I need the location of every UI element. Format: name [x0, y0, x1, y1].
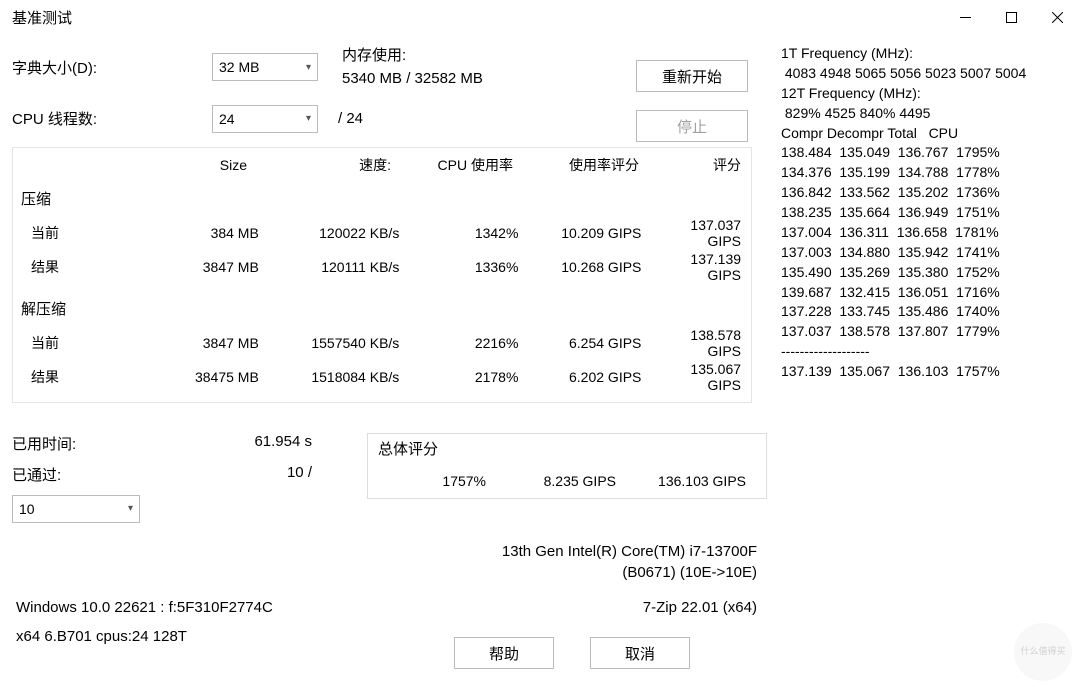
stats-row: 137.037 138.578 137.807 1779% — [781, 322, 1068, 342]
restart-button[interactable]: 重新开始 — [636, 60, 748, 92]
cpu-detail: (B0671) (10E->10E) — [12, 562, 757, 583]
minimize-button[interactable] — [942, 0, 988, 34]
threads-select[interactable]: 24 ▾ — [212, 105, 318, 133]
help-button[interactable]: 帮助 — [454, 637, 554, 669]
cancel-button[interactable]: 取消 — [590, 637, 690, 669]
table-row: 当前 384 MB 120022 KB/s 1342% 10.209 GIPS … — [13, 216, 751, 250]
stats-row: 135.490 135.269 135.380 1752% — [781, 263, 1068, 283]
threads-value: 24 — [219, 111, 235, 127]
passes-select-value: 10 — [19, 501, 35, 517]
close-button[interactable] — [1034, 0, 1080, 34]
dict-size-value: 32 MB — [219, 59, 259, 75]
stats-row: 138.484 135.049 136.767 1795% — [781, 143, 1068, 163]
stats-panel: 1T Frequency (MHz): 4083 4948 5065 5056 … — [767, 44, 1068, 645]
chevron-down-icon: ▾ — [128, 503, 133, 514]
cpu-name: 13th Gen Intel(R) Core(TM) i7-13700F — [12, 541, 757, 562]
passes-select[interactable]: 10 ▾ — [12, 495, 140, 523]
chevron-down-icon: ▾ — [306, 113, 311, 124]
stats-row: 136.842 133.562 135.202 1736% — [781, 183, 1068, 203]
maximize-button[interactable] — [988, 0, 1034, 34]
memory-usage-label: 内存使用: — [342, 44, 483, 67]
overall-label: 总体评分 — [368, 434, 766, 464]
stats-row: 137.004 136.311 136.658 1781% — [781, 223, 1068, 243]
table-row: 结果 3847 MB 120111 KB/s 1336% 10.268 GIPS… — [13, 250, 751, 284]
app-info: 7-Zip 22.01 (x64) — [643, 599, 757, 616]
table-header: Size 速度: CPU 使用率 使用率评分 评分 — [13, 148, 751, 182]
close-icon — [1052, 12, 1063, 23]
stats-row: 137.228 133.745 135.486 1740% — [781, 302, 1068, 322]
os-info: Windows 10.0 22621 : f:5F310F2774C — [16, 599, 273, 616]
threads-suffix: / 24 — [338, 110, 363, 127]
decompress-section-label: 解压缩 — [13, 292, 751, 326]
window-title: 基准测试 — [12, 7, 72, 28]
table-row: 结果 38475 MB 1518084 KB/s 2178% 6.202 GIP… — [13, 360, 751, 394]
threads-label: CPU 线程数: — [12, 108, 212, 129]
stats-row: 134.376 135.199 134.788 1778% — [781, 163, 1068, 183]
overall-cpu: 1757% — [368, 473, 498, 489]
overall-ru: 8.235 GIPS — [498, 473, 628, 489]
passes-value: 10 / — [202, 464, 312, 485]
elapsed-label: 已用时间: — [12, 433, 202, 454]
col-speed: 速度: — [259, 155, 403, 175]
elapsed-value: 61.954 s — [202, 433, 312, 454]
dict-size-label: 字典大小(D): — [12, 57, 212, 78]
stats-row: 139.687 132.415 136.051 1716% — [781, 283, 1068, 303]
col-rating: 评分 — [651, 155, 751, 175]
window-controls — [942, 0, 1080, 34]
results-table: Size 速度: CPU 使用率 使用率评分 评分 压缩 当前 384 MB 1… — [12, 147, 752, 403]
stats-row: 137.003 134.880 135.942 1741% — [781, 243, 1068, 263]
stop-button: 停止 — [636, 110, 748, 142]
chevron-down-icon: ▾ — [306, 62, 311, 73]
dict-size-select[interactable]: 32 MB ▾ — [212, 53, 318, 81]
compress-section-label: 压缩 — [13, 182, 751, 216]
titlebar: 基准测试 — [0, 0, 1080, 34]
col-cpu: CPU 使用率 — [403, 155, 525, 175]
table-row: 当前 3847 MB 1557540 KB/s 2216% 6.254 GIPS… — [13, 326, 751, 360]
passes-label: 已通过: — [12, 464, 202, 485]
minimize-icon — [960, 12, 971, 23]
col-size: Size — [143, 157, 259, 173]
col-ru: 使用率评分 — [525, 155, 651, 175]
overall-rating: 136.103 GIPS — [628, 473, 758, 489]
overall-rating-box: 总体评分 1757% 8.235 GIPS 136.103 GIPS — [367, 433, 767, 499]
watermark-badge: 什么值得买 — [1014, 623, 1072, 681]
stats-row: 138.235 135.664 136.949 1751% — [781, 203, 1068, 223]
maximize-icon — [1006, 12, 1017, 23]
memory-usage-value: 5340 MB / 32582 MB — [342, 67, 483, 90]
